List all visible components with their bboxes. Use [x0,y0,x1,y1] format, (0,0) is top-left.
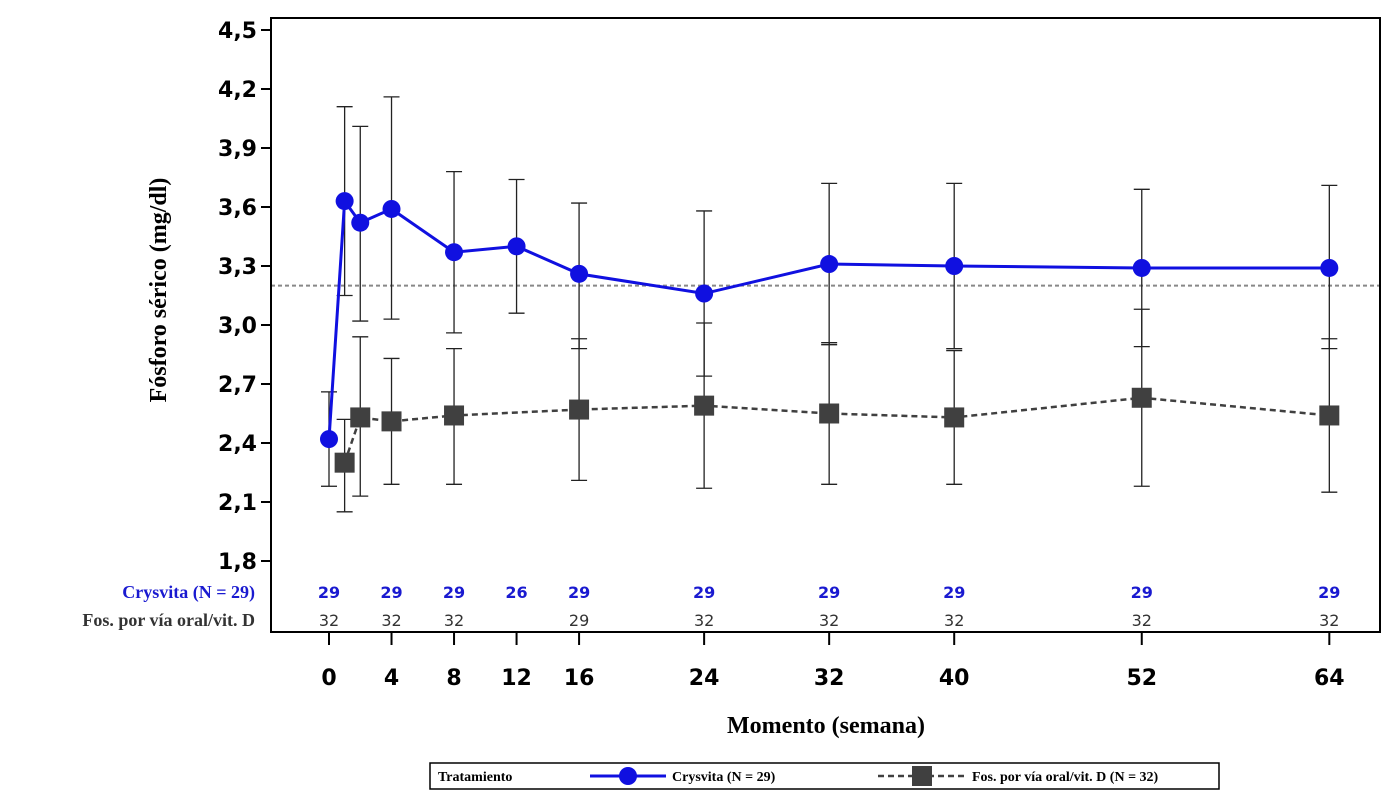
y-axis-title: Fósforo sérico (mg/dl) [146,178,172,403]
y-tick-label: 3,9 [218,137,257,162]
y-tick-label: 2,7 [218,373,257,398]
data-point [351,213,370,232]
x-axis-title: Momento (semana) [727,713,925,739]
data-point [570,264,589,283]
x-tick-label: 0 [321,666,336,691]
series-line [343,396,1330,464]
data-point [819,403,840,424]
data-point [381,411,402,432]
y-tick-label: 3,6 [218,196,257,221]
legend-entry: Crysvita (N = 29) [672,770,776,785]
data-point [445,243,464,262]
series-2 [334,308,1340,513]
x-tick-label: 40 [939,666,970,691]
data-point [569,399,590,420]
x-tick-label: 64 [1314,666,1345,691]
x-tick-label: 4 [384,666,399,691]
legend-swatch-marker [912,766,932,786]
n-at-risk-value: 29 [1131,583,1153,602]
legend-title: Tratamiento [438,770,512,785]
data-point [320,430,338,449]
legend-swatch-marker [619,767,637,785]
data-point [1320,258,1339,277]
data-point [695,284,714,303]
series-1 [320,96,1339,487]
plot-area [271,96,1381,513]
n-at-risk-value: 32 [819,611,839,630]
y-tick-label: 2,4 [218,432,257,457]
n-at-risk-value: 32 [1132,611,1152,630]
n-at-risk-value: 32 [1319,611,1339,630]
n-at-risk-value: 26 [505,583,527,602]
data-point [507,237,526,256]
n-at-risk-value: 32 [694,611,714,630]
x-tick-label: 32 [814,666,845,691]
y-tick-label: 4,5 [218,19,257,44]
legend: Tratamiento Crysvita (N = 29) Fos. por vía… [429,762,1220,790]
n-at-risk-value: 29 [443,583,465,602]
n-at-risk-value: 29 [693,583,715,602]
y-tick-label: 3,3 [218,255,257,280]
data-point [820,255,839,274]
data-point [334,452,355,473]
data-point [335,192,354,211]
x-tick-label: 52 [1126,666,1157,691]
n-at-risk-value: 29 [569,611,589,630]
data-point [444,405,465,426]
n-at-risk-value: 32 [444,611,464,630]
x-tick-label: 8 [446,666,461,691]
legend-box [429,762,1220,790]
data-point [945,257,964,275]
n-at-risk-value: 29 [380,583,402,602]
y-tick-label: 2,1 [218,491,257,516]
data-point [694,395,715,416]
data-point [350,407,371,428]
axes: 1,8 2,1 2,4 2,7 3,0 3,3 3,6 3,9 4,2 4,5 0 4 8 12 16 24 3… [218,17,1381,691]
plot-frame [270,17,1381,633]
n-at-risk-row-label: Crysvita (N = 29) [122,582,255,603]
legend-entry: Fos. por vía oral/vit. D (N = 32) [972,770,1159,785]
x-tick-label: 24 [689,666,720,691]
n-at-risk-value: 32 [381,611,401,630]
y-tick-label: 4,2 [218,78,257,103]
n-at-risk-table: Crysvita (N = 29) 29 29 29 26 29 29 29 29 29 29 Fos… [82,582,1340,630]
data-point [1319,405,1340,426]
x-tick-label: 12 [501,666,532,691]
data-point [944,407,965,428]
n-at-risk-value: 29 [1318,583,1340,602]
n-at-risk-value: 29 [818,583,840,602]
data-point [1131,387,1152,408]
n-at-risk-value: 29 [318,583,340,602]
data-point [382,199,401,218]
y-tick-label: 3,0 [218,314,257,339]
n-at-risk-value: 32 [319,611,339,630]
n-at-risk-row-label: Fos. por vía oral/vit. D [82,610,255,630]
x-tick-label: 16 [564,666,595,691]
data-point [1132,258,1151,277]
n-at-risk-value: 32 [944,611,964,630]
n-at-risk-value: 29 [568,583,590,602]
n-at-risk-value: 29 [943,583,965,602]
y-tick-label: 1,8 [218,550,257,575]
